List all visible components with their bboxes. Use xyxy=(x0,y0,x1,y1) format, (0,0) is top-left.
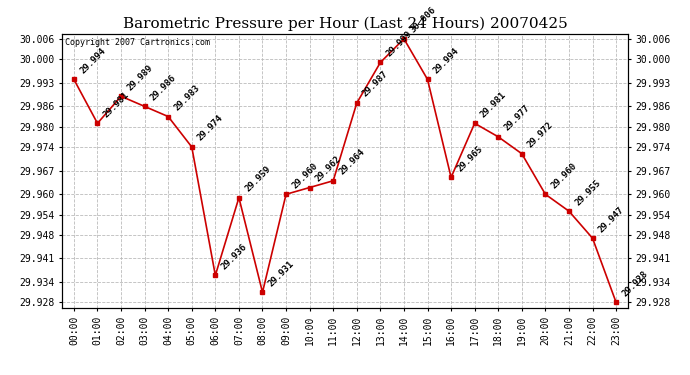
Text: 29.931: 29.931 xyxy=(266,259,296,288)
Text: 29.955: 29.955 xyxy=(573,178,602,207)
Text: 29.994: 29.994 xyxy=(432,46,461,75)
Text: 29.928: 29.928 xyxy=(620,269,649,298)
Text: Copyright 2007 Cartronics.com: Copyright 2007 Cartronics.com xyxy=(65,38,210,47)
Text: 29.959: 29.959 xyxy=(243,164,273,194)
Text: 29.999: 29.999 xyxy=(384,29,414,58)
Text: 29.986: 29.986 xyxy=(149,73,178,102)
Text: 29.981: 29.981 xyxy=(479,90,508,119)
Text: 29.936: 29.936 xyxy=(219,242,248,271)
Text: 29.960: 29.960 xyxy=(549,161,579,190)
Text: 29.989: 29.989 xyxy=(125,63,155,92)
Text: 29.960: 29.960 xyxy=(290,161,319,190)
Title: Barometric Pressure per Hour (Last 24 Hours) 20070425: Barometric Pressure per Hour (Last 24 Ho… xyxy=(123,17,567,31)
Text: 29.965: 29.965 xyxy=(455,144,484,173)
Text: 29.994: 29.994 xyxy=(78,46,107,75)
Text: 29.962: 29.962 xyxy=(314,154,343,183)
Text: 29.972: 29.972 xyxy=(526,120,555,150)
Text: 29.977: 29.977 xyxy=(502,104,531,133)
Text: 29.947: 29.947 xyxy=(597,205,626,234)
Text: 29.964: 29.964 xyxy=(337,147,366,177)
Text: 29.974: 29.974 xyxy=(196,114,225,143)
Text: 30.006: 30.006 xyxy=(408,6,437,34)
Text: 29.981: 29.981 xyxy=(101,90,131,119)
Text: 29.983: 29.983 xyxy=(172,83,201,112)
Text: 29.987: 29.987 xyxy=(361,70,390,99)
